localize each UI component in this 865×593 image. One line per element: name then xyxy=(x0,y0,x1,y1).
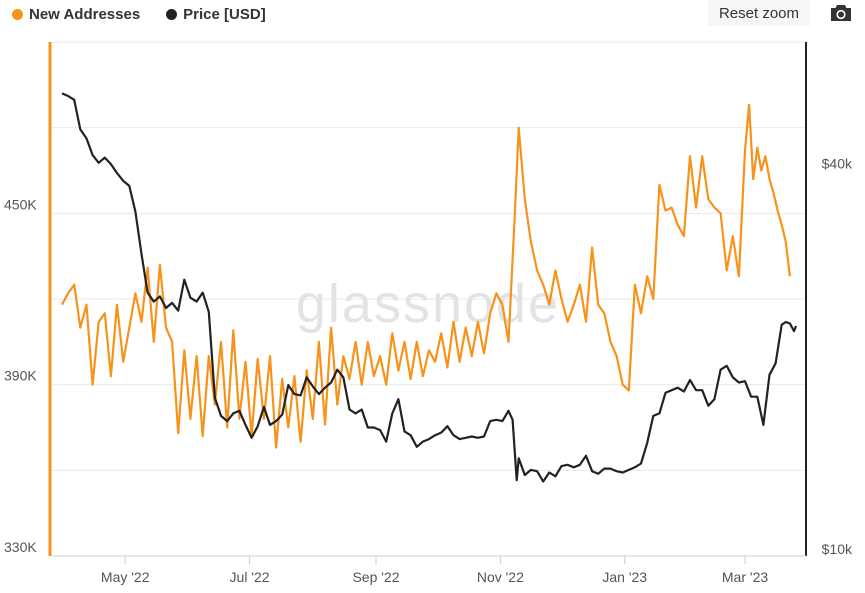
legend-item-price[interactable]: Price [USD] xyxy=(166,6,266,23)
x-tick-label: Jan '23 xyxy=(602,569,647,585)
legend-label-new-addresses: New Addresses xyxy=(29,6,141,23)
chart-legend: New Addresses Price [USD] xyxy=(12,6,266,23)
y-right-tick-label: $10k xyxy=(822,541,853,557)
reset-zoom-button[interactable]: Reset zoom xyxy=(708,0,810,26)
series-layer xyxy=(61,92,798,483)
y-left-tick-label: 390K xyxy=(4,368,37,384)
legend-marker-orange xyxy=(12,9,23,20)
series-line-new-addresses xyxy=(61,103,791,449)
legend-item-new-addresses[interactable]: New Addresses xyxy=(12,6,140,23)
x-tick-label: Sep '22 xyxy=(352,569,399,585)
chart-axes xyxy=(48,42,807,557)
camera-icon[interactable] xyxy=(830,4,852,22)
legend-marker-black xyxy=(166,9,178,20)
watermark-text: glassnode xyxy=(296,274,560,334)
series-line-price-usd xyxy=(61,92,798,483)
x-tick-label: Jul '22 xyxy=(230,569,270,585)
y-right-tick-label: $40k xyxy=(822,156,853,172)
legend-label-price: Price [USD] xyxy=(183,6,266,23)
tick-labels: May '22 Jul '22 Sep '22 Nov '22 Jan '23 Mar '… xyxy=(4,156,853,586)
x-tick-label: Nov '22 xyxy=(477,569,524,585)
x-tick-label: May '22 xyxy=(101,569,150,585)
y-left-tick-label: 450K xyxy=(4,196,37,212)
y-left-tick-label: 330K xyxy=(4,539,37,555)
x-tick-label: Mar '23 xyxy=(722,569,768,585)
